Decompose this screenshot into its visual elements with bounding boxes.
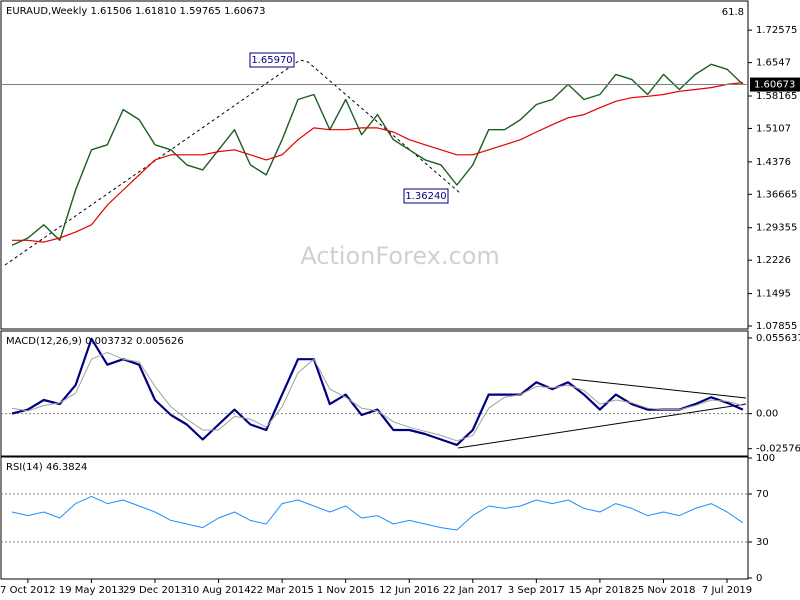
y-tick-label: 1.1495 — [756, 289, 791, 300]
last-price-box — [750, 77, 800, 92]
x-tick-label: 12 Jun 2016 — [379, 585, 439, 596]
x-tick-label: 7 Jul 2019 — [702, 585, 752, 596]
x-tick-label: 1 Nov 2015 — [317, 585, 375, 596]
x-tick-label: 15 Apr 2018 — [569, 585, 631, 596]
y-tick-label: 1.07855 — [756, 321, 797, 332]
y-tick-label: 1.36665 — [756, 189, 797, 200]
annotation: 1.65970 — [251, 55, 292, 66]
panel-frame — [0, 0, 749, 330]
y-tick-label: 1.72575 — [756, 25, 797, 36]
y-tick-label: 0.055637 — [756, 333, 800, 344]
y-tick-label: -0.02576 — [756, 444, 800, 455]
annotation: 1.36240 — [405, 191, 446, 202]
triangle-line — [457, 403, 747, 449]
y-tick-label: 0 — [756, 573, 762, 584]
x-tick-label: 7 Oct 2012 — [0, 585, 55, 596]
y-tick-label: 1.4376 — [756, 157, 791, 168]
panel-title: RSI(14) 46.3824 — [6, 462, 87, 473]
triangle-line — [571, 378, 747, 399]
x-tick-label: 22 Mar 2015 — [250, 585, 313, 596]
annotation: 61.8 — [722, 7, 744, 18]
y-tick-label: 1.2226 — [756, 255, 791, 266]
series-line — [11, 337, 744, 446]
panel-title: MACD(12,26,9) 0.003732 0.005626 — [6, 336, 184, 347]
y-tick-label: 100 — [756, 453, 775, 464]
x-tick-label: 10 Aug 2014 — [187, 585, 251, 596]
x-tick-label: 29 Dec 2013 — [123, 585, 187, 596]
x-tick-label: 25 Nov 2018 — [631, 585, 695, 596]
y-tick-label: 30 — [756, 537, 769, 548]
watermark: ActionForex.com — [300, 242, 500, 270]
y-tick-label: 1.5107 — [756, 123, 791, 134]
y-tick-label: 1.6547 — [756, 58, 791, 69]
y-tick-label: 0.00 — [756, 409, 778, 420]
series-line — [11, 351, 744, 442]
panel-title: EURAUD,Weekly 1.61506 1.61810 1.59765 1.… — [6, 6, 265, 17]
y-tick-label: 1.29355 — [756, 223, 797, 234]
series-line — [11, 63, 744, 246]
x-tick-label: 19 May 2013 — [59, 585, 124, 596]
annotation-box — [403, 188, 449, 204]
series-line — [12, 82, 743, 243]
y-tick-label: 1.58165 — [756, 91, 797, 102]
x-tick-label: 3 Sep 2017 — [508, 585, 565, 596]
panel-frame — [0, 456, 749, 580]
y-tick-label: 70 — [756, 489, 769, 500]
series-line — [11, 495, 744, 531]
x-tick-label: 22 Jan 2017 — [443, 585, 503, 596]
last-price-label: 1.60673 — [754, 80, 795, 91]
annotation-box — [249, 52, 295, 68]
panel-frame — [0, 330, 749, 457]
